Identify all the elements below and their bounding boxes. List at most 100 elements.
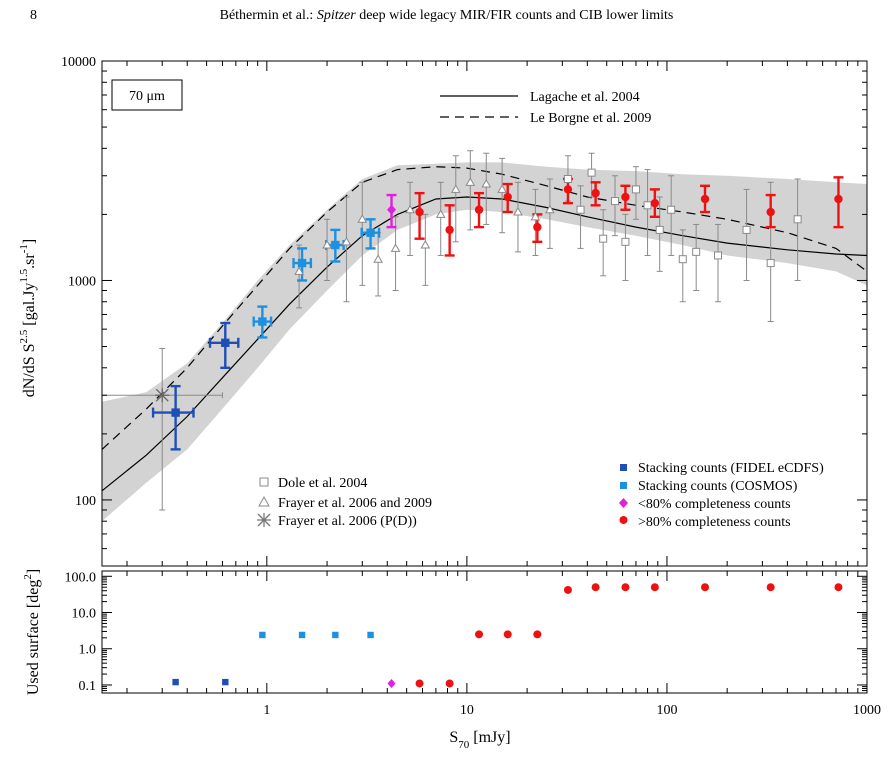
- running-title-italic: Spitzer: [316, 8, 356, 23]
- data-point: [331, 240, 340, 250]
- used-surface-markers: [172, 583, 843, 688]
- data-point: [631, 185, 640, 194]
- surface-point: [475, 630, 484, 639]
- data-point: [513, 207, 523, 216]
- data-point: [766, 259, 775, 268]
- page-header: 8 Béthermin et al.: Spitzer deep wide le…: [0, 0, 893, 40]
- x-tick-label: 1: [263, 703, 270, 718]
- uncertainty-band: [102, 162, 867, 522]
- data-point: [420, 240, 431, 249]
- legend-label-leborgne: Le Borgne et al. 2009: [530, 111, 651, 126]
- data-point: [667, 205, 676, 214]
- data-point: [742, 225, 751, 234]
- data-point: [435, 209, 446, 218]
- data-point: [503, 192, 512, 202]
- surface-point: [298, 631, 306, 639]
- data-point: [650, 198, 660, 208]
- data-point: [415, 207, 424, 217]
- surface-point: [387, 678, 396, 688]
- legend-marker-below80: [619, 498, 628, 508]
- surface-point: [503, 630, 512, 639]
- band-label: 70 μm: [129, 89, 165, 104]
- y-tick-label: 100.0: [65, 570, 97, 585]
- legend-label-fidel: Stacking counts (FIDEL eCDFS): [638, 461, 824, 476]
- data-point: [341, 236, 352, 246]
- surface-point: [367, 631, 374, 639]
- surface-point: [834, 583, 843, 592]
- data-point: [563, 185, 573, 194]
- surface-point: [259, 631, 266, 639]
- surface-point: [650, 583, 659, 592]
- data-point: [587, 168, 596, 177]
- data-point: [357, 214, 368, 223]
- surface-point: [445, 679, 454, 688]
- legend-label-frayer: Frayer et al. 2006 and 2009: [278, 496, 432, 511]
- model-curve-lagache: [101, 196, 868, 492]
- legend-label-dole: Dole et al. 2004: [278, 476, 367, 491]
- data-point: [533, 222, 542, 232]
- data-point: [643, 201, 652, 210]
- data-point: [621, 237, 630, 246]
- legend-label-below80: <80% completeness counts: [638, 497, 791, 512]
- legend-marker-frayer: [258, 495, 270, 507]
- data-point: [155, 388, 170, 403]
- legend-marker-above80: [619, 516, 628, 524]
- data-point: [366, 228, 375, 237]
- data-point: [714, 251, 723, 260]
- legend-marker-cosmos: [620, 482, 627, 489]
- data-point: [591, 188, 600, 198]
- data-point: [545, 204, 555, 214]
- data-point: [221, 338, 230, 347]
- legend-marker-fidel: [620, 464, 627, 471]
- surface-point: [621, 583, 630, 592]
- plot-frame: [101, 570, 868, 694]
- data-point: [481, 179, 492, 188]
- data-point: [692, 247, 701, 256]
- data-point: [387, 204, 397, 215]
- surface-point: [332, 631, 339, 639]
- legend-marker-frayer-pd: [257, 513, 271, 527]
- used-surface-axes: 0.1 1.0 10.0 100.0 1 10 100 1000: [65, 570, 882, 718]
- surface-point: [563, 585, 572, 594]
- data-point: [445, 225, 454, 235]
- surface-point: [701, 583, 710, 592]
- y-tick-label: 10.0: [72, 607, 97, 622]
- data-point: [766, 207, 775, 217]
- y-tick-label: 1.0: [79, 643, 97, 658]
- data-point: [322, 240, 332, 249]
- data-point: [373, 254, 383, 263]
- counts-axes: 100 1000 10000: [61, 55, 868, 567]
- legend-label-lagache: Lagache et al. 2004: [530, 90, 640, 105]
- x-tick-label: 1000: [853, 703, 881, 718]
- x-tick-label: 10: [460, 703, 474, 718]
- plot-frame: [101, 60, 868, 567]
- used-surface-panel: 0.1 1.0 10.0 100.0 1 10 100 1000 Used surface […: [22, 569, 881, 751]
- running-title-authors: Béthermin et al.:: [219, 8, 317, 23]
- data-point: [599, 234, 608, 243]
- data-point: [450, 184, 461, 193]
- y-tick-label: 1000: [68, 274, 96, 289]
- data-point: [465, 177, 476, 186]
- surface-point: [222, 678, 229, 686]
- counts-y-axis-label: dN/dS S2.5 [gal.Jy1.5.sr-1]: [18, 239, 38, 397]
- page-number: 8: [30, 8, 37, 23]
- data-point: [390, 243, 401, 252]
- data-point: [611, 197, 620, 206]
- data-point: [576, 205, 585, 214]
- legend-label-above80: >80% completeness counts: [638, 515, 791, 530]
- data-point: [678, 255, 687, 264]
- model-curves: [101, 166, 868, 492]
- x-axis-label: S70 [mJy]: [449, 729, 510, 751]
- surface-point: [415, 679, 424, 688]
- surface-point: [172, 678, 179, 686]
- data-markers: [155, 168, 843, 417]
- surface-point: [591, 583, 600, 592]
- running-title: Béthermin et al.: Spitzer deep wide lega…: [0, 8, 893, 24]
- surface-point: [533, 630, 542, 639]
- x-tick-label: 100: [656, 703, 677, 718]
- model-curve-leborgne: [101, 166, 868, 450]
- legend-marker-dole: [259, 477, 269, 487]
- surface-point: [766, 583, 775, 592]
- model-uncertainty-band: [102, 162, 867, 522]
